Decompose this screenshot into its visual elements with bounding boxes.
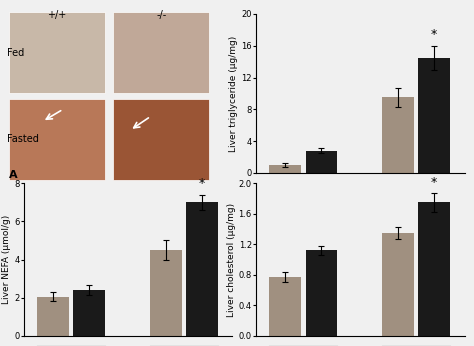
Bar: [186, 202, 218, 336]
Bar: [113, 12, 209, 93]
Bar: [418, 202, 450, 336]
Text: Fed: Fed: [295, 205, 312, 215]
Text: Fed: Fed: [7, 48, 24, 58]
Text: -/-: -/-: [317, 187, 326, 196]
Bar: [37, 297, 69, 336]
Text: *: *: [431, 176, 437, 189]
Bar: [73, 290, 105, 336]
Text: +/+: +/+: [390, 187, 406, 196]
Text: Fasted: Fasted: [7, 134, 39, 144]
Text: -/-: -/-: [429, 187, 438, 196]
Text: Fasted: Fasted: [400, 205, 432, 215]
Bar: [113, 99, 209, 180]
Bar: [306, 251, 337, 336]
Bar: [270, 165, 301, 173]
Text: +/+: +/+: [277, 187, 293, 196]
Bar: [382, 98, 414, 173]
Text: *: *: [199, 177, 205, 190]
Bar: [9, 99, 105, 180]
Y-axis label: Liver triglyceride (μg/mg): Liver triglyceride (μg/mg): [229, 35, 238, 152]
Bar: [306, 151, 337, 173]
Bar: [418, 58, 450, 173]
Text: *: *: [431, 28, 437, 41]
Y-axis label: Liver NEFA (μmol/g): Liver NEFA (μmol/g): [2, 215, 11, 304]
Text: +/+: +/+: [47, 10, 66, 20]
Bar: [382, 233, 414, 336]
Bar: [9, 12, 105, 93]
Bar: [270, 277, 301, 336]
Text: -/-: -/-: [156, 10, 166, 20]
Bar: [150, 250, 182, 336]
Text: A: A: [9, 170, 18, 180]
Text: B: B: [198, 197, 206, 207]
Y-axis label: Liver cholesterol (μg/mg): Liver cholesterol (μg/mg): [227, 202, 236, 317]
